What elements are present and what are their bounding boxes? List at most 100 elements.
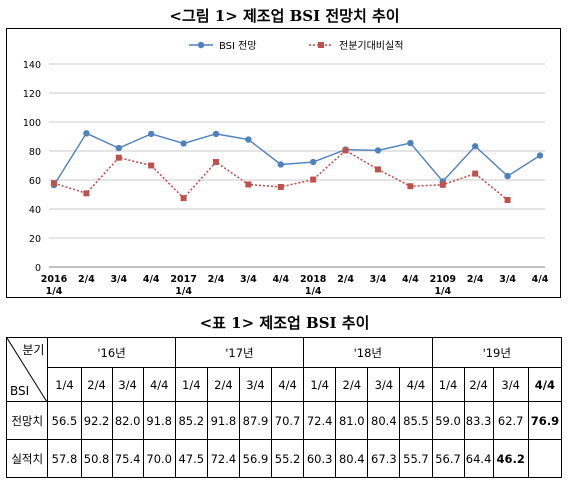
quarter-header-cell: 4/4 <box>399 367 433 402</box>
y-tick-label: 120 <box>23 89 41 100</box>
quarter-header-cell: 3/4 <box>367 367 401 402</box>
quarter-header-cell: 4/4 <box>271 367 305 402</box>
data-point <box>504 197 511 204</box>
data-point <box>180 140 187 147</box>
x-tick-label: 2016 1/4 <box>41 274 68 297</box>
data-point <box>115 144 123 152</box>
quarter-header-cell: 1/4 <box>431 367 465 402</box>
table-cell: 70.0 <box>142 439 176 478</box>
table-cell: 81.0 <box>335 401 369 440</box>
table-cell: 80.4 <box>335 439 369 478</box>
data-point <box>277 183 284 190</box>
data-point <box>472 143 479 150</box>
x-tick-label: 2/4 <box>337 274 354 285</box>
x-tick-label: 3/4 <box>370 274 387 285</box>
table-cell: 83.3 <box>463 401 494 440</box>
quarter-header-cell: 1/4 <box>47 367 82 402</box>
table-cell: 55.7 <box>399 439 433 478</box>
data-point <box>148 130 155 138</box>
data-point <box>212 130 220 138</box>
data-point <box>180 195 187 202</box>
data-point <box>504 172 511 180</box>
data-point <box>342 147 349 154</box>
data-point <box>245 136 252 143</box>
legend-marker-forecast <box>197 41 205 49</box>
data-point <box>213 159 219 166</box>
x-tick-label: 2/4 <box>208 274 225 285</box>
y-tick-label: 80 <box>29 147 41 158</box>
data-point <box>536 152 544 159</box>
chart-frame: 0 20 40 60 80 100 120 140 2016 1/4 2/4 3/4 4/4 2017 1/… <box>6 28 561 298</box>
quarter-header-cell: 4/4 <box>527 367 563 402</box>
data-point <box>51 180 57 187</box>
row-label-forecast: 전망치 <box>5 401 49 440</box>
x-tick-label: 4/4 <box>402 274 419 285</box>
table-cell: 62.7 <box>492 401 529 440</box>
bsi-table: 분기 BSI '16년 '17년 '18년 '19년 1/4 2/4 3/4 4/4 1… <box>5 337 563 478</box>
data-point <box>245 181 252 188</box>
table-cell: 46.2 <box>492 439 529 478</box>
table-cell: 57.8 <box>47 439 82 478</box>
legend-label-actual: 전분기대비실적 <box>339 40 403 52</box>
table-cell: 59.0 <box>431 401 465 440</box>
table-cell: 60.3 <box>303 439 337 478</box>
y-tick-label: 0 <box>35 263 41 274</box>
chart-caption: <그림 1> 제조업 BSI 전망치 추이 <box>169 7 400 25</box>
corner-quarter-label: 분기 <box>22 343 45 357</box>
year-header: '19년 <box>431 337 562 368</box>
x-tick-label: 3/4 <box>240 274 257 285</box>
y-tick-label: 40 <box>29 205 41 216</box>
table-cell: 67.3 <box>367 439 401 478</box>
table-cell: 76.9 <box>527 401 563 440</box>
data-point <box>439 181 446 188</box>
x-tick-label: 2/4 <box>78 274 95 285</box>
table-caption: <표 1> 제조업 BSI 추이 <box>199 314 370 332</box>
x-tick-label: 3/4 <box>499 274 516 285</box>
table-cell: 91.8 <box>142 401 176 440</box>
data-point <box>148 162 155 169</box>
x-tick-label: 3/4 <box>110 274 127 285</box>
y-tick-label: 100 <box>23 118 41 129</box>
table-cell: 91.8 <box>206 401 240 440</box>
x-tick-label: 2/4 <box>467 274 484 285</box>
table-corner-cell: 분기 BSI <box>5 337 49 402</box>
table-cell: 56.9 <box>238 439 273 478</box>
y-tick-label: 140 <box>23 60 41 71</box>
x-tick-label: 2017 1/4 <box>170 274 196 297</box>
table-cell: 70.7 <box>271 401 305 440</box>
table-cell <box>527 439 563 478</box>
quarter-header-cell: 3/4 <box>492 367 529 402</box>
table-cell: 72.4 <box>206 439 240 478</box>
quarter-header-cell: 2/4 <box>80 367 113 402</box>
data-point <box>310 158 317 166</box>
data-point <box>374 147 382 154</box>
data-point <box>375 166 381 173</box>
year-header: '17년 <box>174 337 305 368</box>
quarter-header-cell: 2/4 <box>463 367 494 402</box>
row-label-actual: 실적치 <box>5 439 49 478</box>
year-header: '16년 <box>47 337 176 368</box>
series-line-1 <box>53 149 509 201</box>
table-cell: 85.2 <box>174 401 208 440</box>
table-cell: 47.5 <box>174 439 208 478</box>
quarter-header-cell: 2/4 <box>335 367 369 402</box>
table-cell: 82.0 <box>111 401 144 440</box>
legend-marker-actual <box>318 42 324 48</box>
table-cell: 75.4 <box>111 439 144 478</box>
x-tick-label: 4/4 <box>272 274 289 285</box>
quarter-header-cell: 3/4 <box>111 367 144 402</box>
quarter-header-cell: 1/4 <box>174 367 208 402</box>
corner-bsi-label: BSI <box>10 384 30 398</box>
quarter-header-cell: 3/4 <box>238 367 273 402</box>
table-cell: 80.4 <box>367 401 401 440</box>
data-point <box>407 183 414 190</box>
legend-label-forecast: BSI 전망 <box>219 40 257 52</box>
data-point <box>472 170 479 177</box>
x-tick-label: 2018 1/4 <box>300 274 327 297</box>
year-header: '18년 <box>303 337 433 368</box>
x-tick-label: 4/4 <box>143 274 160 285</box>
y-tick-label: 20 <box>29 234 41 245</box>
data-point <box>310 176 317 183</box>
x-tick-label: 4/4 <box>532 274 549 285</box>
data-point <box>115 154 122 161</box>
